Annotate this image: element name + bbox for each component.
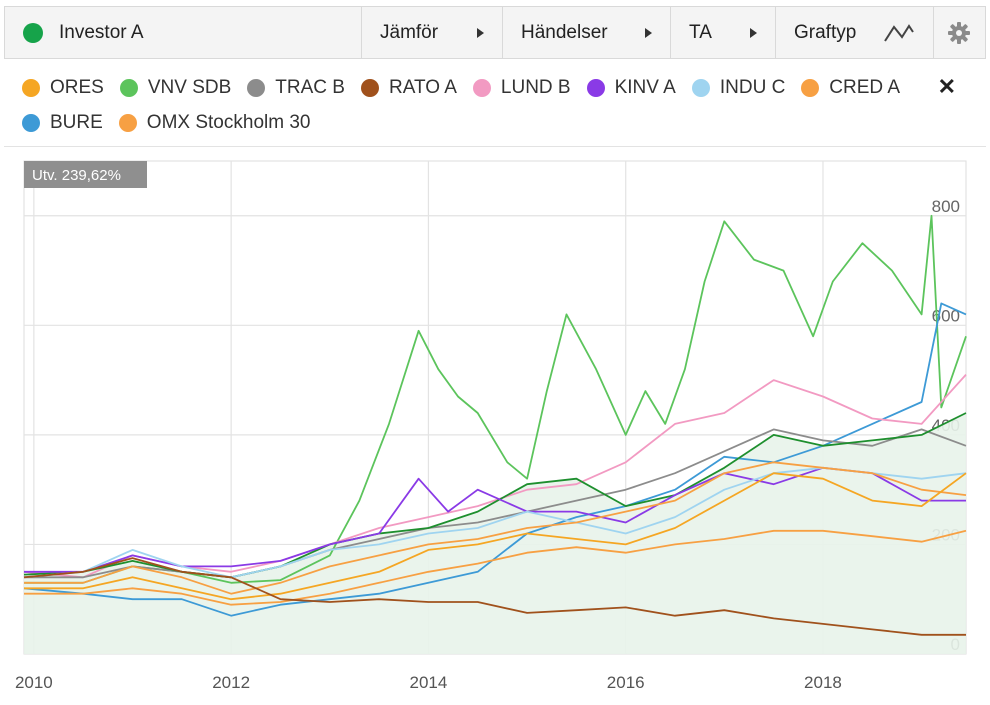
series-line-ores [24,472,967,601]
legend-color-dot [586,78,605,97]
chart-svg: 201020122014201620180200400600800Utv. 23… [15,160,967,692]
divider [4,146,986,147]
series-line-kinv-a [24,466,966,573]
legend-color-dot [119,78,138,97]
ta-label: TA [689,21,712,43]
graphtype-menu[interactable]: Graftyp [776,7,934,58]
legend-item[interactable]: LUND B [472,76,571,99]
line-chart-icon [884,23,914,42]
series-line-rato-a [23,557,966,636]
legend-label: ORES [50,76,104,98]
change-badge-text: Utv. 239,62% [32,167,121,184]
legend-label: BURE [50,111,103,133]
series-line-omx-stockholm-30 [24,529,967,606]
legend-label: VNV SDB [147,76,232,98]
legend: ORES VNV SDB TRAC B RATO A LUND B KINV A INDU … [22,70,962,140]
legend-item[interactable]: VNV SDB [119,76,232,99]
x-tick-label: 2014 [410,673,448,692]
gear-icon [948,21,970,44]
y-tick-label: 800 [932,197,960,216]
legend-color-dot [801,78,820,97]
legend-color-dot [472,78,491,97]
legend-label: OMX Stockholm 30 [146,111,311,133]
events-label: Händelser [521,21,608,43]
compare-menu[interactable]: Jämför [362,7,503,58]
instrument-name: Investor A [59,21,144,43]
legend-label: CRED A [829,76,901,98]
legend-item[interactable]: CRED A [801,77,900,99]
legend-color-dot [360,78,379,97]
x-tick-label: 2018 [804,673,842,692]
ta-menu[interactable]: TA [671,7,776,58]
legend-label: TRAC B [275,76,345,98]
chart: 201020122014201620180200400600800Utv. 23… [4,146,986,705]
legend-item[interactable]: INDU C [691,76,786,99]
main-series-area [24,412,966,654]
legend-item[interactable]: BURE [22,112,103,134]
instrument-color-dot [23,22,43,43]
legend-color-dot [22,113,40,132]
graphtype-label: Graftyp [794,21,857,43]
legend-label: KINV A [614,76,676,98]
legend-color-dot [118,113,137,132]
x-tick-label: 2010 [15,673,53,692]
change-badge [24,161,147,188]
events-menu[interactable]: Händelser [503,7,671,58]
legend-row: ORES VNV SDB TRAC B RATO A LUND B KINV A INDU … [22,70,962,105]
series-line-indu-c [23,466,967,579]
arrow-right-icon [750,27,757,38]
instrument-title[interactable]: Investor A [5,7,362,58]
legend-row: BURE OMX Stockholm 30 [22,105,962,140]
legend-label: LUND B [500,76,571,98]
legend-item[interactable]: ORES [22,77,104,99]
close-compare-button[interactable]: ✕ [937,74,956,99]
legend-color-dot [247,78,266,97]
series-line-cred-a [24,461,967,595]
settings-button[interactable] [934,7,984,58]
compare-label: Jämför [380,21,439,43]
arrow-right-icon [645,27,652,38]
x-tick-label: 2016 [607,673,645,692]
legend-label: INDU C [719,76,786,98]
legend-item[interactable]: RATO A [360,76,457,99]
x-tick-label: 2012 [212,673,250,692]
legend-color-dot [22,78,40,97]
legend-item[interactable]: TRAC B [247,77,345,99]
toolbar: Investor A Jämför Händelser TA Graftyp [4,6,986,59]
arrow-right-icon [477,27,484,38]
legend-label: RATO A [388,76,457,98]
legend-item[interactable]: KINV A [586,76,676,99]
legend-color-dot [691,78,710,97]
series-line-vnv-sdb [24,214,967,584]
legend-item[interactable]: OMX Stockholm 30 [118,111,311,134]
